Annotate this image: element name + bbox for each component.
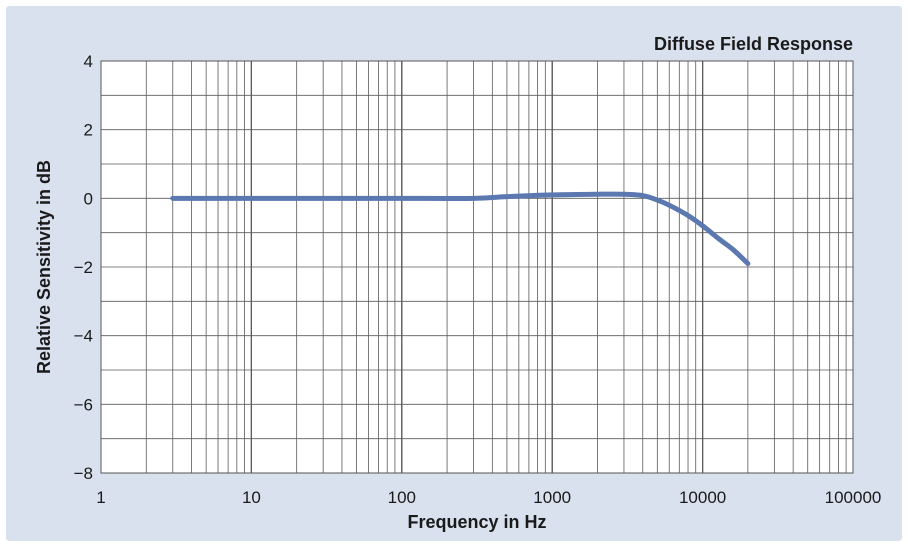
x-tick-label: 1000	[533, 488, 571, 507]
x-axis-label: Frequency in Hz	[407, 512, 546, 532]
series-layer	[170, 191, 751, 267]
x-tick-label: 100	[388, 488, 416, 507]
x-tick-label: 100000	[825, 488, 882, 507]
y-tick-label: 2	[84, 121, 93, 140]
chart-panel: 1 10 100 1000 10000 100000 4 2 0 −2 −4 −6 −8 Diffus…	[6, 6, 902, 541]
y-tick-label: −6	[74, 395, 93, 414]
y-tick-label: −4	[74, 327, 93, 346]
y-tick-label: −8	[74, 464, 93, 483]
x-tick-label: 10	[242, 488, 261, 507]
y-tick-label: −2	[74, 258, 93, 277]
chart-title: Diffuse Field Response	[654, 34, 853, 54]
x-tick-labels: 1 10 100 1000 10000 100000	[96, 488, 881, 507]
series-line	[170, 191, 751, 267]
x-tick-label: 10000	[679, 488, 726, 507]
y-axis-label: Relative Sensitivity in dB	[34, 160, 54, 374]
y-tick-label: 4	[84, 52, 93, 71]
chart: 1 10 100 1000 10000 100000 4 2 0 −2 −4 −6 −8 Diffus…	[34, 34, 881, 532]
x-tick-label: 1	[96, 488, 105, 507]
y-tick-label: 0	[84, 189, 93, 208]
grid	[101, 61, 853, 473]
y-tick-labels: 4 2 0 −2 −4 −6 −8	[74, 52, 93, 483]
plot-border	[100, 60, 854, 474]
